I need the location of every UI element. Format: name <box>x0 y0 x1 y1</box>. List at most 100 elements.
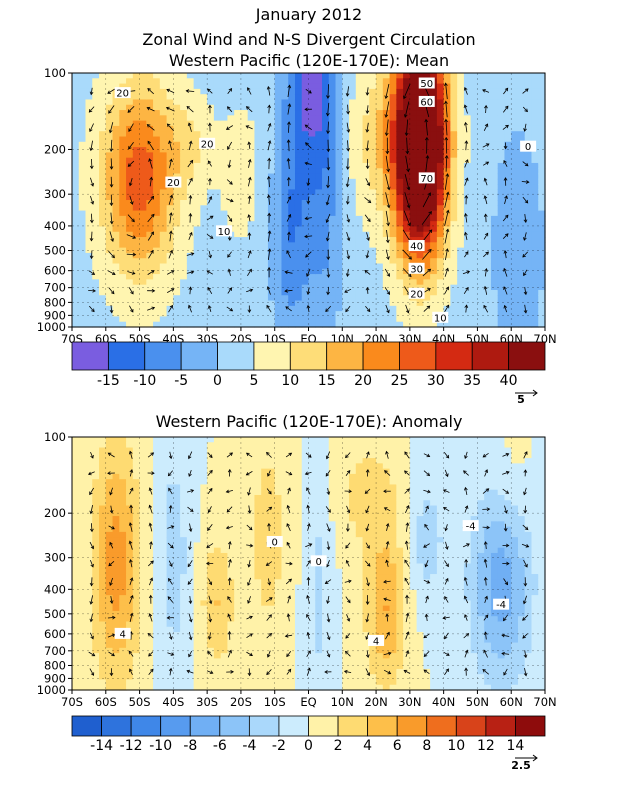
field-cell <box>288 242 296 249</box>
field-cell <box>126 452 134 459</box>
field-cell <box>78 574 87 580</box>
field-cell <box>450 210 458 217</box>
field-cell <box>99 547 107 554</box>
field-cell <box>511 210 519 217</box>
field-cell <box>85 178 93 185</box>
field-cell <box>396 200 404 206</box>
vector-head <box>131 271 136 275</box>
field-cell <box>200 473 208 480</box>
wind-vector <box>421 211 432 225</box>
field-cell <box>193 637 201 644</box>
field-cell <box>173 684 181 691</box>
field-cell <box>450 194 458 201</box>
field-cell <box>112 279 120 286</box>
field-cell <box>78 663 87 670</box>
field-cell <box>254 173 262 180</box>
vector-head <box>267 212 272 217</box>
field-cell <box>443 189 451 196</box>
wind-vector <box>88 270 95 275</box>
wind-vector <box>502 233 509 239</box>
wind-vector <box>364 197 371 203</box>
field-cell <box>369 274 377 280</box>
field-cell <box>166 125 174 132</box>
field-cell <box>234 141 242 148</box>
field-cell <box>450 252 458 259</box>
field-cell <box>355 263 364 270</box>
field-cell <box>173 316 181 323</box>
contour-label: 20 <box>410 289 423 300</box>
vector-head <box>109 166 114 170</box>
field-cell <box>517 173 526 180</box>
field-cell <box>126 510 134 517</box>
field-cell <box>538 157 546 164</box>
field-cell <box>126 547 134 554</box>
field-cell <box>139 584 147 591</box>
field-cell <box>159 521 168 528</box>
field-cell <box>470 94 479 101</box>
field-cell <box>362 189 370 196</box>
wind-vector <box>483 233 489 240</box>
field-cell <box>497 231 506 238</box>
field-cell <box>207 189 215 196</box>
field-cell <box>484 210 492 217</box>
field-cell <box>261 73 269 79</box>
wind-vector <box>325 305 331 312</box>
field-cell <box>322 221 330 228</box>
wind-vector <box>422 268 431 277</box>
field-cell <box>274 94 283 101</box>
field-cell <box>315 242 323 249</box>
field-cell <box>159 479 168 486</box>
field-cell <box>92 104 100 111</box>
vector-head <box>408 256 412 260</box>
field-cell <box>153 647 161 654</box>
field-cell <box>349 73 357 79</box>
wind-vector <box>129 195 133 205</box>
field-cell <box>146 621 154 628</box>
field-cell <box>443 104 451 111</box>
field-cell <box>335 300 343 307</box>
field-cell <box>85 311 93 318</box>
field-cell <box>153 621 161 628</box>
field-cell <box>173 189 181 196</box>
field-cell <box>294 78 303 85</box>
field-cell <box>193 141 201 148</box>
field-cell <box>159 94 168 101</box>
field-cell <box>132 610 141 617</box>
field-cell <box>504 120 512 127</box>
field-cell <box>240 300 249 307</box>
field-cell <box>247 168 256 175</box>
field-cell <box>146 552 154 559</box>
field-cell <box>254 152 262 159</box>
field-cell <box>389 194 397 201</box>
field-cell <box>213 94 222 101</box>
field-cell <box>517 157 526 164</box>
field-cell <box>288 73 296 79</box>
field-cell <box>301 147 310 153</box>
wind-vector <box>385 101 390 118</box>
field-cell <box>308 226 316 233</box>
field-cell <box>517 184 526 191</box>
field-cell <box>146 574 154 580</box>
vector-head <box>227 268 232 273</box>
field-cell <box>396 94 404 101</box>
field-cell <box>166 521 174 528</box>
field-cell <box>132 600 141 607</box>
field-cell <box>240 147 249 153</box>
field-cell <box>423 205 431 212</box>
field-cell <box>349 231 357 238</box>
field-cell <box>267 120 276 127</box>
field-cell <box>362 231 370 238</box>
field-cell <box>166 547 174 554</box>
field-cell <box>173 125 181 132</box>
field-cell <box>254 120 262 127</box>
vector-head <box>168 230 173 235</box>
field-cell <box>389 120 397 127</box>
field-cell <box>186 663 195 670</box>
vector-head <box>168 140 172 145</box>
field-cell <box>355 316 364 323</box>
field-cell <box>443 157 451 164</box>
vector-head <box>384 114 389 118</box>
field-cell <box>382 78 391 85</box>
field-cell <box>463 258 472 265</box>
field-cell <box>484 94 492 101</box>
